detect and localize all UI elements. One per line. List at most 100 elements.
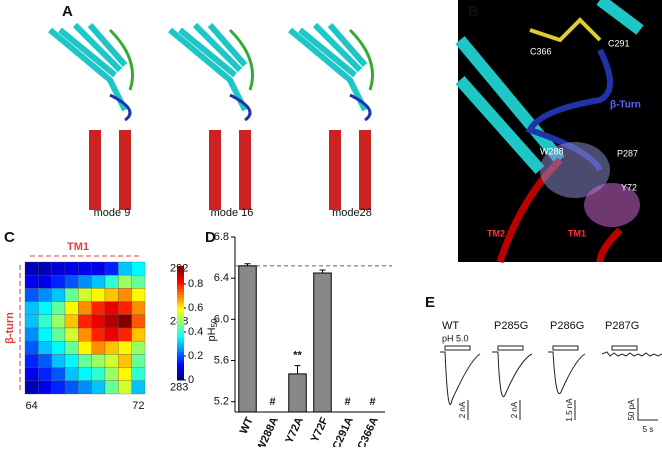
colorbar-step: [177, 325, 184, 330]
heat-cell: [64, 367, 79, 381]
y-tick-label: 6.8: [214, 231, 229, 243]
heat-cell: [131, 327, 146, 342]
colorbar-step: [177, 345, 184, 350]
y-tick-label: 6.0: [214, 313, 229, 325]
x-tick-label: C366A: [356, 415, 381, 447]
heat-cell: [38, 354, 52, 368]
heat-cell: [38, 314, 52, 329]
heat-cell: [64, 301, 79, 315]
scale-label: 2 nA: [510, 401, 519, 418]
heat-cell: [24, 327, 39, 342]
heat-cell: [91, 341, 106, 355]
colorbar-step: [177, 348, 184, 352]
heat-cell: [104, 314, 119, 329]
x-tick-label: Y72F: [309, 415, 331, 444]
heat-cell: [91, 327, 106, 342]
trace-label: P285G: [494, 320, 528, 332]
heat-cell: [104, 275, 119, 289]
heat-cell: [64, 314, 79, 329]
heat-cell: [78, 288, 92, 302]
heat-cell: [38, 367, 52, 381]
heat-cell: [51, 327, 66, 342]
error-bar: [294, 365, 301, 374]
trace-label: P286G: [550, 320, 584, 332]
colorbar-step: [177, 285, 184, 290]
heat-cell: [118, 367, 132, 381]
colorbar-step: [177, 300, 184, 304]
scale-label: 50 pA: [627, 399, 636, 421]
heat-cell: [64, 261, 79, 276]
colorbar-step: [177, 377, 184, 381]
colorbar-step: [177, 362, 184, 367]
row-label: 283: [170, 381, 188, 393]
heat-cell: [131, 301, 146, 315]
colorbar-step: [177, 311, 184, 315]
heat-cell: [78, 261, 92, 276]
heat-cell: [51, 288, 66, 302]
colorbar-step: [177, 277, 184, 281]
heat-cell: [131, 314, 146, 329]
trace-label: WT: [442, 320, 459, 332]
heat-cell: [118, 354, 132, 368]
residue-label: Y72: [621, 182, 637, 192]
heat-cell: [118, 288, 132, 302]
heat-cell: [91, 354, 106, 368]
heat-cell: [91, 275, 106, 289]
bar: [238, 265, 257, 413]
traces: [440, 345, 662, 421]
heat-cell: [118, 327, 132, 342]
axis-title: TM1: [67, 241, 89, 253]
colorbar-step: [177, 337, 184, 341]
colorbar-step: [177, 308, 184, 313]
colorbar-step: [177, 371, 184, 375]
heat-cell: [78, 367, 92, 381]
panel-letter: D: [205, 229, 216, 246]
x-tick-label: WT: [238, 415, 256, 436]
heat-cell: [38, 288, 52, 302]
value-label: #: [269, 396, 275, 408]
colorbar-step: [177, 368, 184, 372]
colorbar-step: [177, 357, 184, 361]
heat-cell: [104, 301, 119, 315]
y-axis-title: pH50: [206, 318, 219, 342]
heat-cell: [64, 288, 79, 302]
mode-label: mode 9: [94, 207, 131, 219]
bar: [313, 272, 332, 413]
heat-cell: [118, 275, 132, 289]
bar: [288, 373, 307, 413]
heat-cell: [118, 341, 132, 355]
heat-cell: [118, 301, 132, 315]
heat-cell: [131, 354, 146, 368]
x-tick-label: C291A: [331, 415, 356, 447]
colorbar-step: [177, 354, 184, 358]
condition-label: pH 5.0: [442, 333, 469, 343]
heat-cell: [78, 327, 92, 342]
heat-cell: [38, 380, 52, 395]
colorbar-step: [177, 288, 184, 293]
colorbar-step: [177, 320, 184, 324]
structure-b-art: [455, 0, 644, 264]
colorbar-label: 0.8: [188, 278, 203, 290]
heat-cell: [131, 367, 146, 381]
colorbar-step: [177, 274, 184, 278]
colorbar-step: [177, 334, 184, 338]
heat-cell: [131, 275, 146, 289]
colorbar-step: [177, 340, 184, 344]
heat-cell: [131, 341, 146, 355]
heat-cell: [64, 354, 79, 368]
heat-cell: [38, 327, 52, 342]
heat-cell: [104, 341, 119, 355]
x-tick-label: Y72A: [283, 415, 306, 445]
heat-cell: [38, 275, 52, 289]
heat-cell: [51, 354, 66, 368]
colorbar-step: [177, 331, 184, 335]
colorbar-step: [177, 303, 184, 307]
heat-cell: [78, 301, 92, 315]
colorbar-label: 0.6: [188, 302, 203, 314]
axis-title: β-turn: [4, 312, 16, 344]
heat-cell: [64, 380, 79, 395]
y-tick-label: 5.6: [214, 354, 229, 366]
heat-cell: [78, 341, 92, 355]
heat-cell: [104, 288, 119, 302]
heat-cell: [78, 380, 92, 395]
